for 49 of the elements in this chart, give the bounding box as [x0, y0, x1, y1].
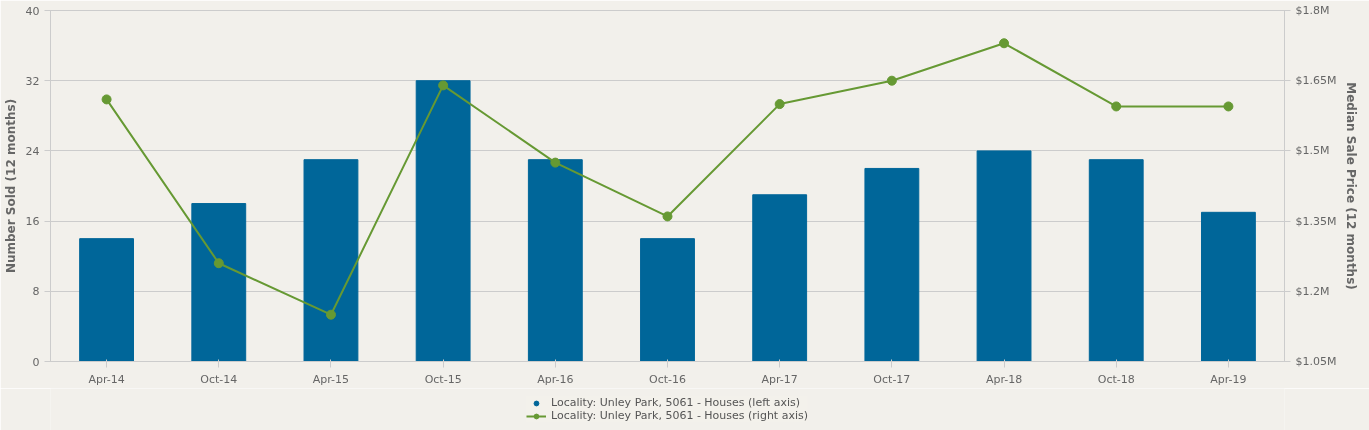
point [999, 38, 1010, 49]
point [550, 157, 561, 168]
x-tick-label: Apr-19 [1210, 372, 1247, 386]
bar [1200, 211, 1256, 362]
point [1111, 101, 1122, 112]
x-tick-label: Apr-18 [985, 372, 1023, 386]
legend-label: Locality: Unley Park, 5061 - Houses (right axis) [550, 409, 809, 422]
y-tick-label: 0 [32, 355, 40, 369]
y-tick-label: 8 [32, 285, 40, 299]
y-tick-label: 40 [25, 4, 40, 18]
x-tick-label: Oct-18 [1097, 372, 1135, 386]
y2-tick-label: $1.2M [1295, 284, 1330, 298]
y2-tick-label: $1.35M [1295, 214, 1337, 228]
point [774, 99, 785, 110]
point [662, 211, 673, 222]
y2-tick-label: $1.65M [1295, 74, 1337, 88]
bar [191, 203, 247, 362]
x-tick-label: Apr-15 [312, 372, 350, 386]
x-tick-label: Oct-16 [649, 372, 687, 386]
bar [527, 159, 583, 362]
bar [1088, 159, 1144, 362]
bar [303, 159, 359, 362]
bar [976, 150, 1032, 362]
point [101, 94, 112, 105]
y2-tick-label: $1.05M [1295, 355, 1337, 368]
x-tick-label: Oct-15 [424, 372, 462, 386]
x-tick-label: Oct-17 [873, 372, 911, 386]
point [438, 80, 449, 91]
x-tick-label: Apr-14 [88, 372, 125, 386]
bar [752, 194, 808, 362]
point [213, 258, 224, 269]
x-tick-label: Oct-14 [200, 372, 238, 386]
y2-axis-title: Median Sale Price (12 months) [1344, 82, 1359, 290]
bar [640, 238, 695, 362]
y-tick-label: 32 [25, 74, 40, 88]
y-tick-label: 24 [25, 144, 40, 158]
point [886, 75, 897, 86]
bar [415, 80, 471, 362]
bar [79, 238, 135, 362]
legend-label: Locality: Unley Park, 5061 - Houses (left axis) [550, 396, 800, 409]
y-axis-title: Number Sold (12 months) [3, 98, 18, 274]
y2-tick-label: $1.8M [1295, 4, 1330, 17]
point [325, 309, 336, 320]
y-tick-label: 16 [25, 215, 40, 229]
bar [864, 167, 920, 362]
x-tick-label: Apr-16 [537, 372, 574, 386]
x-tick-label: Apr-17 [761, 372, 798, 386]
point [1223, 101, 1234, 112]
y2-tick-label: $1.5M [1295, 144, 1330, 158]
